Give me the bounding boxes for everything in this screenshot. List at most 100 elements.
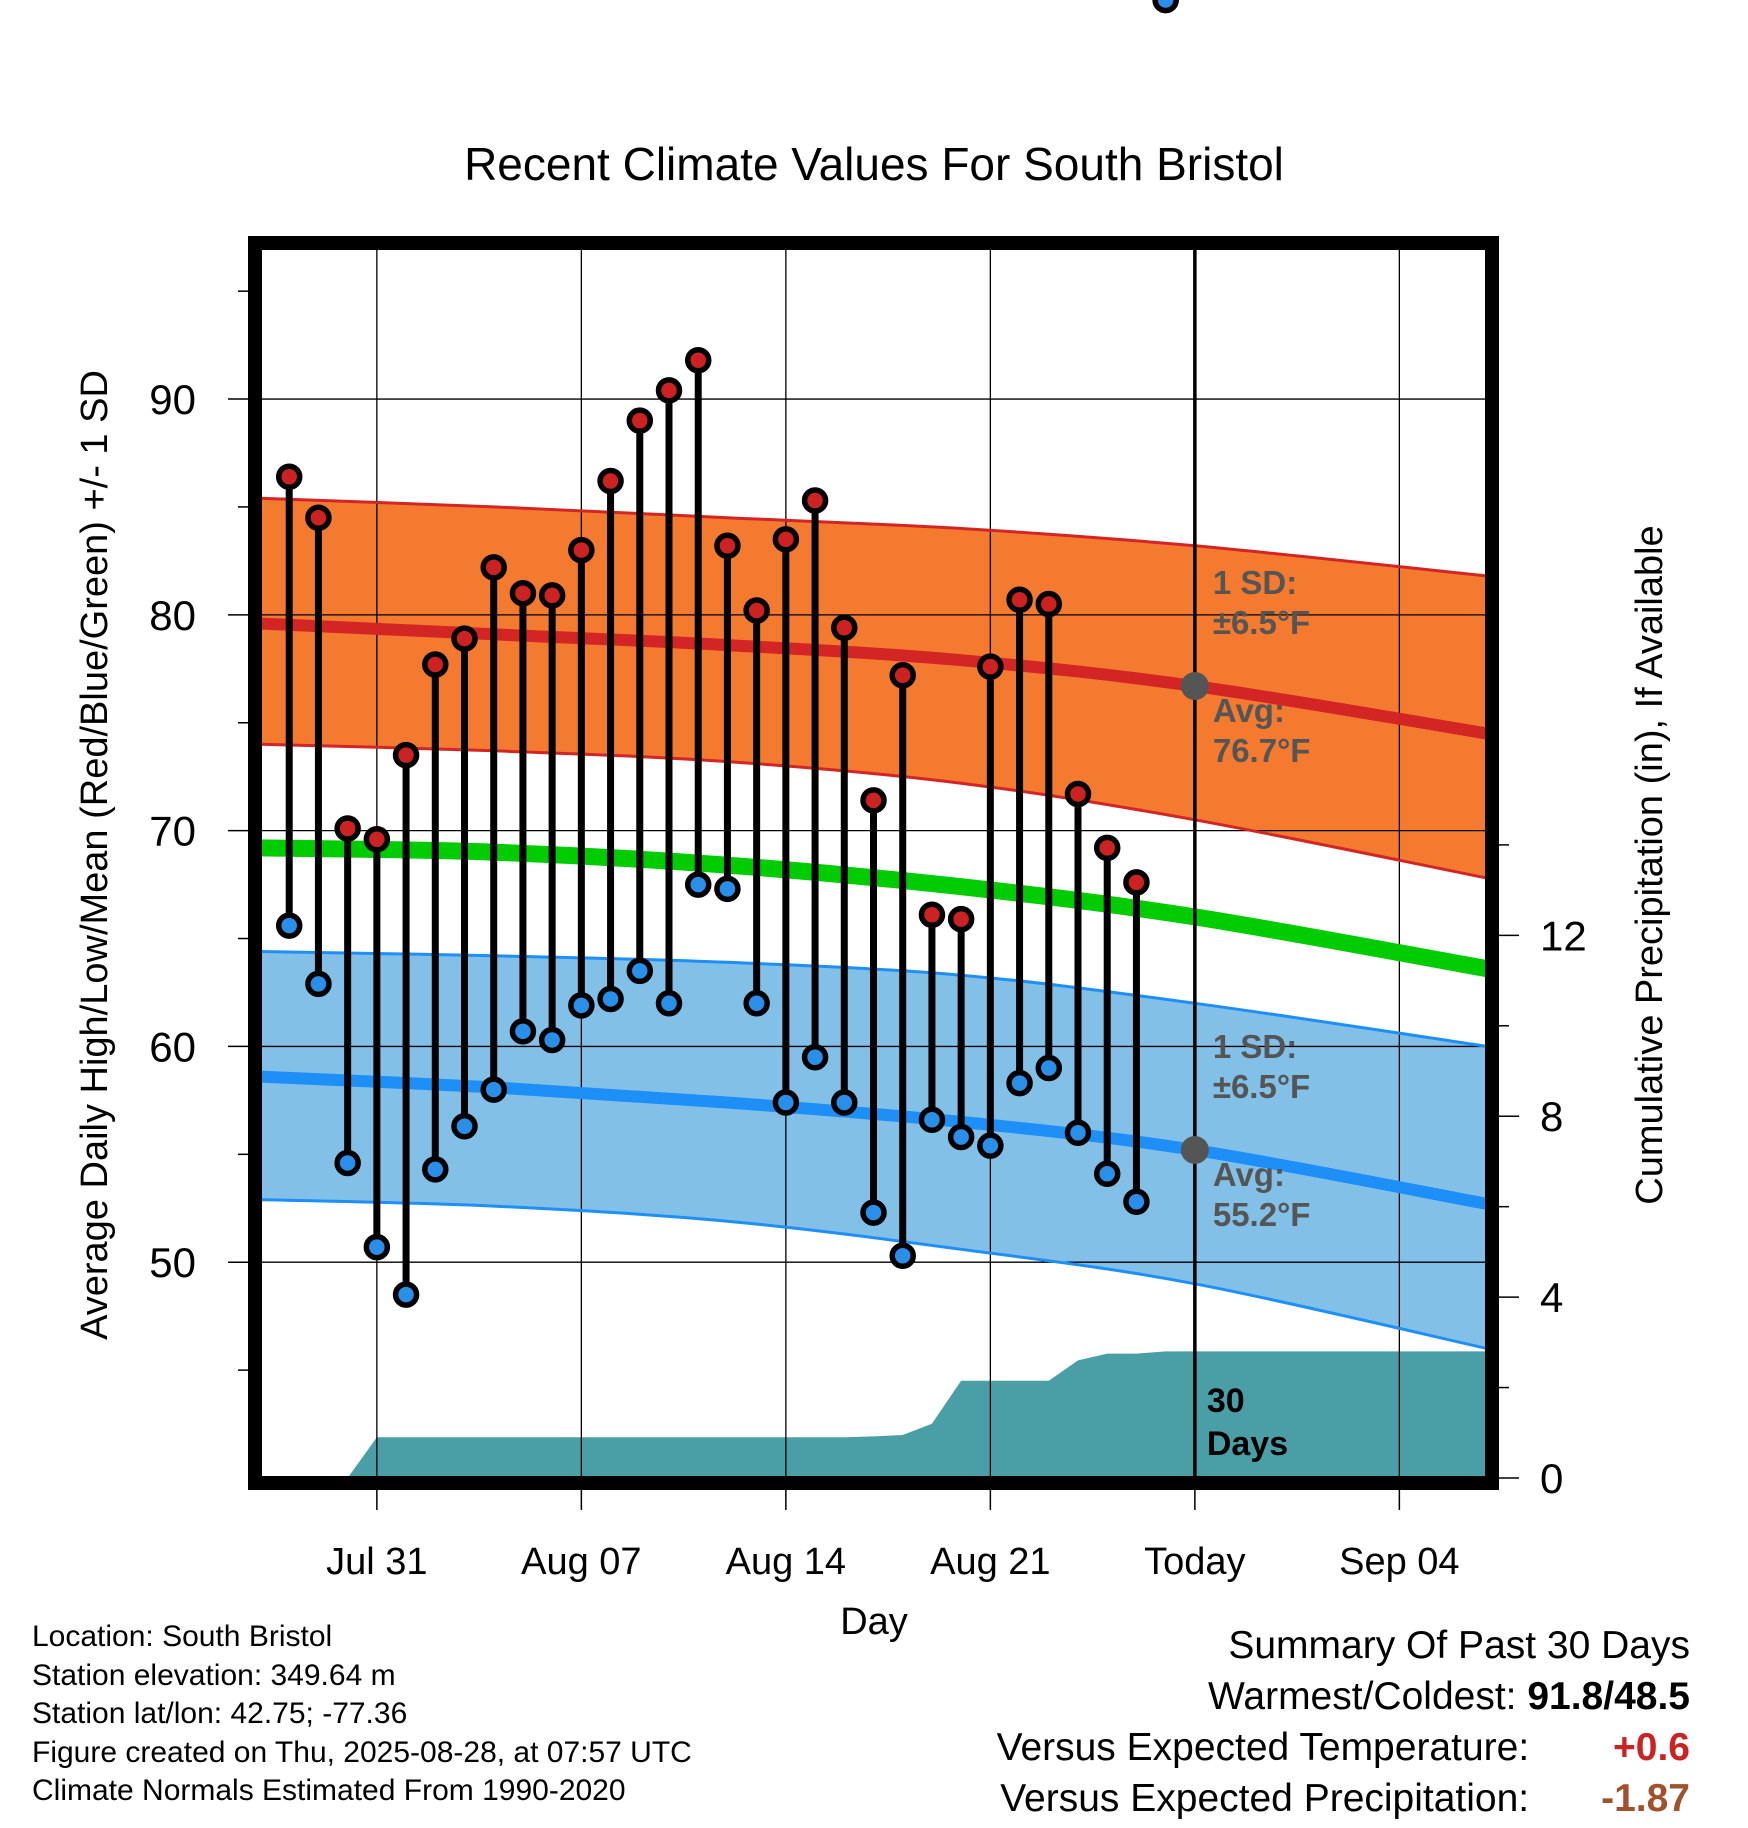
daily-high-marker — [743, 597, 770, 624]
daily-low-marker — [684, 871, 712, 898]
daily-low-marker — [568, 992, 595, 1019]
high-sd-band — [260, 498, 1487, 879]
daily-high-marker — [801, 487, 829, 514]
y2-tick-label: 12 — [1540, 912, 1587, 959]
y-axis-label: Average Daily High/Low/Mean (Red/Blue/Gr… — [74, 370, 116, 1340]
low-sd-label: 1 SD: — [1213, 1028, 1297, 1065]
daily-low-marker — [305, 970, 332, 998]
daily-high-marker — [451, 625, 478, 652]
low-sd-upper-line — [260, 950, 1487, 1048]
latlon-text: Station lat/lon: 42.75; -77.36 — [32, 1697, 408, 1730]
precip-days-unit: Days — [1207, 1425, 1288, 1463]
elevation-text: Station elevation: 349.64 m — [32, 1658, 396, 1692]
plot-clipped-group — [260, 248, 1487, 1478]
daily-high-marker — [918, 901, 946, 929]
daily-high-marker — [947, 905, 975, 933]
high-avg-label: Avg: — [1213, 692, 1285, 729]
daily-low-marker — [743, 990, 770, 1017]
daily-low-marker — [334, 1149, 361, 1177]
normals-text: Climate Normals Estimated From 1990-2020 — [32, 1774, 626, 1807]
low-avg-line — [260, 1070, 1487, 1210]
daily-high-marker — [568, 536, 595, 564]
daily-high-marker — [538, 582, 566, 609]
daily-low-marker — [538, 1026, 566, 1054]
y-tick-label: 60 — [149, 1023, 196, 1070]
precipitation-area — [347, 1351, 1487, 1478]
daily-low-marker — [1006, 1069, 1033, 1097]
daily-high-marker — [422, 651, 449, 678]
daily-low-marker — [509, 1018, 537, 1045]
station-info: Location: South Bristol Station elevatio… — [32, 1618, 692, 1811]
x-axis-label: Day — [840, 1601, 908, 1643]
high-avg-value: 76.7°F — [1213, 732, 1311, 769]
daily-high-marker — [480, 554, 507, 581]
daily-high-marker — [392, 741, 420, 769]
daily-low-marker — [1123, 1188, 1150, 1216]
x-tick-label: Aug 07 — [521, 1541, 641, 1583]
precip-days-number: 30 — [1207, 1382, 1245, 1420]
y-tick-label: 70 — [149, 808, 196, 855]
daily-high-marker — [772, 526, 800, 553]
y-tick-label: 90 — [149, 376, 196, 423]
daily-low-marker — [1152, 0, 1179, 14]
y2-axis-label: Cumulative Precipitation (in), If Availa… — [1629, 525, 1671, 1204]
daily-low-marker — [1064, 1119, 1092, 1146]
daily-high-marker — [684, 346, 712, 374]
daily-high-marker — [1035, 590, 1063, 618]
daily-low-marker — [1035, 1054, 1063, 1082]
daily-high-marker — [1064, 780, 1092, 808]
daily-low-marker — [655, 990, 683, 1017]
low-avg-label: Avg: — [1213, 1156, 1285, 1193]
daily-low-marker — [363, 1233, 391, 1261]
high-sd-label: 1 SD: — [1213, 564, 1297, 601]
y2-tick-label: 8 — [1540, 1093, 1563, 1140]
plot-frame — [248, 236, 1499, 1490]
daily-low-marker — [801, 1043, 829, 1071]
y2-tick-label: 4 — [1540, 1274, 1563, 1321]
daily-low-marker — [422, 1156, 449, 1183]
low-avg-value: 55.2°F — [1213, 1196, 1311, 1233]
y-tick-label: 50 — [149, 1239, 196, 1286]
daily-low-marker — [275, 912, 303, 939]
temp-value: +0.6 — [1613, 1726, 1690, 1769]
low-sd-lower-line — [260, 1198, 1487, 1350]
daily-low-marker — [1093, 1160, 1121, 1187]
summary-temp-row: Versus Expected Temperature: +0.6 — [997, 1722, 1690, 1773]
daily-high-marker — [334, 815, 361, 842]
daily-high-marker — [655, 377, 683, 404]
summary-precip-row: Versus Expected Precipitation: -1.87 — [997, 1773, 1690, 1824]
today-low-avg-dot — [1180, 1136, 1209, 1164]
daily-low-marker — [947, 1123, 975, 1151]
daily-high-marker — [1123, 869, 1150, 896]
daily-high-marker — [305, 504, 332, 531]
summary-warm-row: Warmest/Coldest: 91.8/48.5 — [997, 1671, 1690, 1722]
daily-low-marker — [831, 1089, 858, 1116]
daily-low-marker — [860, 1199, 887, 1226]
precip-value: -1.87 — [1601, 1777, 1690, 1820]
daily-high-marker — [626, 407, 654, 434]
daily-low-marker — [626, 957, 654, 985]
daily-low-marker — [451, 1113, 478, 1140]
daily-high-marker — [860, 787, 887, 814]
daily-low-marker — [597, 985, 624, 1013]
daily-high-marker — [275, 463, 303, 490]
high-sd-lower-line — [260, 742, 1487, 880]
daily-high-marker — [1006, 586, 1033, 613]
daily-high-marker — [363, 826, 391, 853]
warm-label: Warmest/Coldest: — [1208, 1675, 1517, 1718]
mean-avg-line — [260, 839, 1487, 978]
daily-low-marker — [714, 875, 741, 903]
today-high-avg-dot — [1180, 672, 1209, 701]
high-sd-upper-line — [260, 496, 1487, 578]
precip-label: Versus Expected Precipitation: — [1000, 1777, 1530, 1820]
high-sd-value: ±6.5°F — [1213, 604, 1310, 641]
x-tick-label: Jul 31 — [326, 1541, 427, 1583]
y-tick-label: 80 — [149, 592, 196, 639]
daily-high-marker — [509, 580, 537, 607]
summary-title: Summary Of Past 30 Days — [1228, 1624, 1690, 1667]
summary-panel: Summary Of Past 30 Days Warmest/Coldest:… — [997, 1620, 1690, 1824]
location-text: Location: South Bristol — [32, 1620, 333, 1653]
x-tick-label: Sep 04 — [1339, 1541, 1459, 1583]
